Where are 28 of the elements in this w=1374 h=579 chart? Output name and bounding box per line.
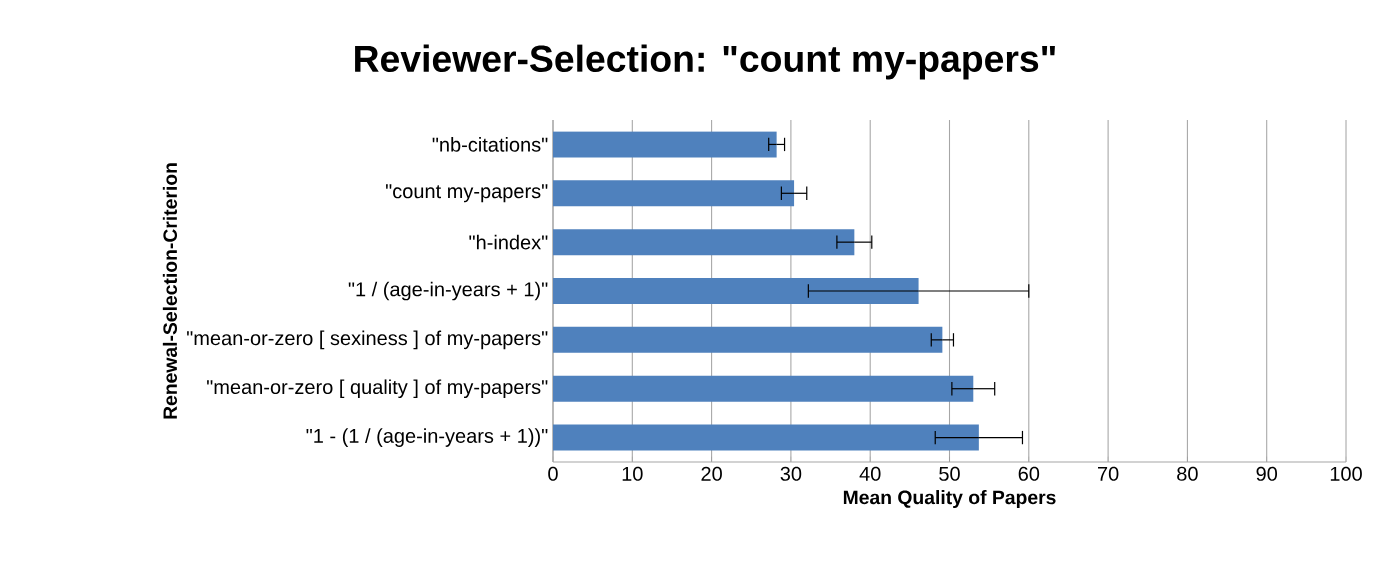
x-tick-label: 90 bbox=[1256, 466, 1278, 481]
y-tick-label: "count my-papers" bbox=[385, 184, 548, 203]
y-tick-label: "h-index" bbox=[469, 234, 548, 250]
y-tick-label: "1 - (1 / (age-in-years + 1))" bbox=[306, 428, 548, 447]
y-tick-label: "mean-or-zero [ sexiness ] of my-papers" bbox=[187, 330, 548, 350]
bar bbox=[553, 229, 855, 256]
bar bbox=[553, 326, 943, 353]
bar bbox=[553, 375, 974, 402]
x-tick-label: 80 bbox=[1177, 466, 1198, 481]
bar bbox=[553, 180, 795, 207]
x-tick-label: 40 bbox=[859, 466, 881, 481]
y-axis-title: Renewal-Selection-Criterion bbox=[162, 163, 178, 419]
x-tick-label: 20 bbox=[701, 466, 722, 481]
x-tick-label: 0 bbox=[548, 466, 558, 481]
chart-title: Reviewer-Selection: "count my-papers" bbox=[355, 44, 1055, 80]
x-axis-title: Mean Quality of Papers bbox=[843, 490, 1056, 509]
y-tick-label: "mean-or-zero [ quality ] of my-papers" bbox=[207, 379, 548, 399]
y-tick-label: "nb-citations" bbox=[432, 137, 548, 152]
bar bbox=[553, 131, 777, 158]
x-tick-label: 10 bbox=[622, 466, 643, 481]
bar bbox=[553, 424, 979, 451]
bar bbox=[553, 278, 919, 304]
y-tick-label: "1 / (age-in-years + 1)" bbox=[348, 281, 548, 301]
x-tick-label: 70 bbox=[1098, 466, 1119, 481]
x-tick-label: 60 bbox=[1018, 466, 1040, 481]
x-tick-label: 100 bbox=[1330, 466, 1362, 481]
x-tick-label: 30 bbox=[780, 466, 802, 481]
x-tick-label: 50 bbox=[939, 466, 960, 481]
